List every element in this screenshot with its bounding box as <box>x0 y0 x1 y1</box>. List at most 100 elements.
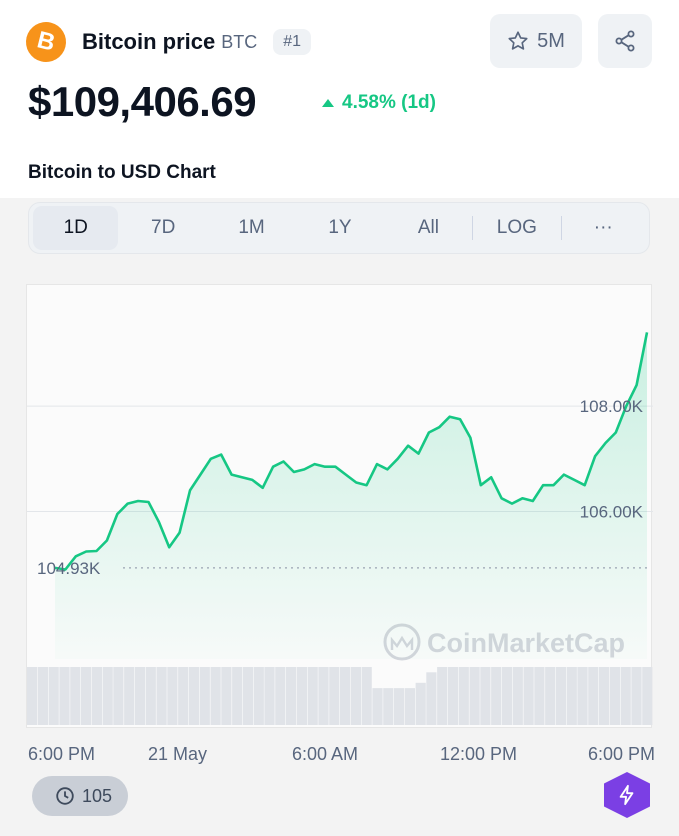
volume-bar <box>620 667 631 725</box>
volume-bar <box>609 667 620 725</box>
price-line <box>54 332 649 571</box>
volume-bar <box>534 667 545 725</box>
share-button[interactable] <box>598 14 652 68</box>
coin-symbol: BTC <box>221 31 258 52</box>
volume-bar <box>253 667 264 725</box>
volume-bar <box>81 667 92 725</box>
history-icon <box>56 787 74 805</box>
volume-bar <box>512 667 523 725</box>
x-tick-label: 6:00 AM <box>292 744 359 764</box>
volume-bar <box>70 667 81 725</box>
x-tick-label: 21 May <box>148 744 208 764</box>
bitcoin-logo-icon: B <box>21 17 71 67</box>
volume-bar <box>577 667 588 725</box>
volume-bar <box>232 667 243 725</box>
open-price-label: 104.93K <box>37 559 101 578</box>
volume-bar <box>113 667 124 725</box>
history-count: 105 <box>82 785 113 806</box>
volume-bar <box>350 667 361 725</box>
share-icon <box>615 30 635 52</box>
tab-all[interactable]: All <box>417 217 439 238</box>
volume-bar <box>523 667 534 725</box>
volume-bar <box>415 682 426 725</box>
volume-bar <box>37 667 48 725</box>
tab-1m[interactable]: 1M <box>238 217 265 238</box>
tab-divider <box>560 216 562 240</box>
volume-bar <box>188 667 200 725</box>
x-tick-label: 12:00 PM <box>440 744 518 764</box>
y-tick-label: 108.00K <box>580 397 644 416</box>
volume-bar <box>210 667 221 725</box>
volume-bar <box>102 667 113 725</box>
tab-1d[interactable]: 1D <box>33 206 119 250</box>
volume-bar <box>394 688 405 725</box>
volume-bar <box>221 667 232 725</box>
coin-header: B Bitcoin price BTC #1 <box>21 17 312 67</box>
price-chart-svg: 108.00K 106.00K 104.93K CoinMarketCap <box>27 332 653 725</box>
volume-bar <box>27 667 38 725</box>
rank-badge: #1 <box>273 29 312 55</box>
more-options-button[interactable]: ··· <box>593 217 613 238</box>
star-icon <box>508 31 528 50</box>
volume-bar <box>275 667 286 725</box>
volume-bar <box>124 667 135 725</box>
volume-bar <box>296 667 307 725</box>
y-tick-label: 106.00K <box>580 503 644 522</box>
volume-bar <box>318 667 329 725</box>
volume-bar <box>480 667 491 725</box>
triangle-up-icon <box>322 99 334 107</box>
tab-7d[interactable]: 7D <box>151 217 176 238</box>
volume-bar <box>469 667 480 725</box>
volume-bar <box>59 667 70 725</box>
coin-name: Bitcoin price <box>82 29 216 54</box>
volume-bar <box>242 667 254 725</box>
lightning-icon <box>619 784 634 806</box>
current-price: $109,406.69 <box>28 78 257 125</box>
volume-bar <box>501 667 513 725</box>
tab-divider <box>472 216 474 240</box>
volume-bar <box>491 667 502 725</box>
volume-bar <box>199 667 210 725</box>
watermark-text: CoinMarketCap <box>427 628 625 658</box>
volume-bar <box>264 667 275 725</box>
history-button[interactable]: 105 <box>32 776 129 816</box>
volume-bar <box>631 667 642 725</box>
volume-bar <box>48 667 59 725</box>
volume-bar <box>642 667 653 725</box>
volume-bar <box>329 667 340 725</box>
chart-section: 1D 7D 1M 1Y All LOG ··· 108.00K 106.00K 10… <box>0 198 679 836</box>
volume-bar <box>372 688 383 725</box>
volume-bar <box>167 667 178 725</box>
volume-bar <box>545 667 556 725</box>
price-change: 4.58% (1d) <box>322 92 436 114</box>
quick-action-button[interactable] <box>604 772 650 818</box>
volume-bar <box>134 667 146 725</box>
volume-bar <box>178 667 189 725</box>
volume-bar <box>426 672 437 725</box>
volume-bar <box>383 688 394 725</box>
watchlist-count: 5M <box>537 29 565 52</box>
tab-1y[interactable]: 1Y <box>328 217 352 238</box>
price-chart[interactable]: 108.00K 106.00K 104.93K CoinMarketCap <box>26 284 653 728</box>
volume-bar <box>555 667 567 725</box>
x-tick-label: 6:00 PM <box>28 744 96 764</box>
volume-bar <box>599 667 610 725</box>
volume-bar <box>307 667 318 725</box>
volume-bar <box>566 667 577 725</box>
volume-bar <box>588 667 599 725</box>
price-area-fill <box>55 332 647 659</box>
volume-bar <box>340 667 351 725</box>
volume-bar <box>361 667 372 725</box>
price-change-value: 4.58% (1d) <box>342 92 436 113</box>
tab-log[interactable]: LOG <box>496 217 537 238</box>
volume-bar <box>458 667 469 725</box>
watchlist-button[interactable]: 5M <box>490 14 582 68</box>
volume-bar <box>145 667 156 725</box>
volume-bar <box>286 667 297 725</box>
chart-range-tabs: 1D 7D 1M 1Y All LOG ··· <box>28 202 650 254</box>
volume-bar <box>156 667 167 725</box>
volume-bar <box>404 688 415 725</box>
coinmarketcap-watermark: CoinMarketCap <box>383 623 625 661</box>
chart-heading: Bitcoin to USD Chart <box>28 162 216 183</box>
volume-bar <box>437 667 448 725</box>
